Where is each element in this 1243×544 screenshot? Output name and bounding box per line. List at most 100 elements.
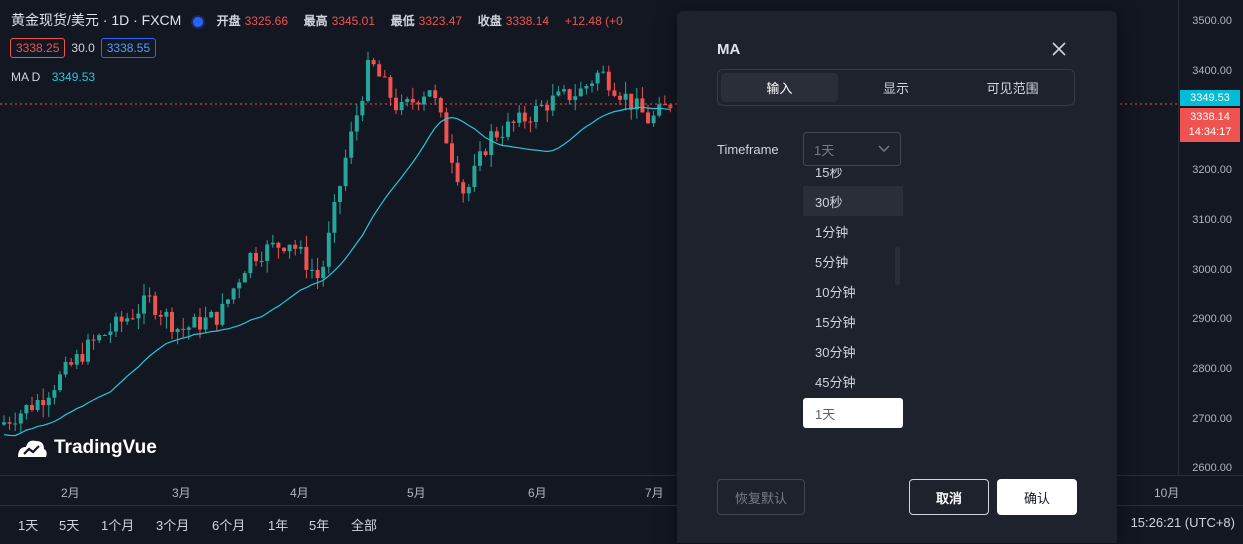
candle-body	[438, 98, 443, 113]
candle-body	[545, 104, 550, 111]
timeframe-option-10m[interactable]: 10分钟	[815, 284, 856, 300]
candle-body	[332, 201, 337, 233]
candle-body	[24, 405, 29, 414]
bid-button[interactable]: 3338.25	[10, 38, 66, 58]
close-icon[interactable]	[1051, 37, 1067, 63]
tab-inputs[interactable]: 输入	[721, 73, 838, 102]
candle-body	[220, 303, 225, 325]
candle-body	[248, 252, 253, 274]
candle-body	[119, 316, 124, 322]
price-tick: 2900.00	[1192, 313, 1232, 326]
range-6m-button[interactable]: 6个月	[212, 518, 246, 533]
candle-body	[511, 121, 516, 123]
timeframe-option-5m[interactable]: 5分钟	[815, 254, 849, 270]
timeframe-option-30m[interactable]: 30分钟	[815, 344, 856, 360]
reset-defaults-button[interactable]: 恢复默认	[717, 479, 805, 515]
timeframe-option-30s[interactable]: 30秒	[803, 186, 903, 216]
candle-body	[91, 339, 96, 341]
candlestick-chart[interactable]	[0, 0, 1178, 475]
candle-body	[399, 102, 404, 111]
ok-button[interactable]: 确认	[997, 479, 1077, 515]
candle-body	[455, 162, 460, 183]
open-value: 3325.66	[244, 14, 288, 28]
countdown-value: 14:34:17	[1188, 126, 1232, 138]
tradingvue-logo-icon	[18, 440, 47, 457]
candle-body	[153, 295, 158, 315]
candle-body	[601, 71, 606, 73]
spread-value: 30.0	[71, 41, 95, 55]
dialog-tabs: 输入 显示 可见范围	[717, 69, 1075, 106]
candle-body	[186, 327, 191, 330]
candle-body	[422, 96, 426, 105]
timeframe-option-45m[interactable]: 45分钟	[815, 374, 856, 390]
candle-body	[265, 244, 270, 262]
candle-body	[304, 246, 309, 270]
range-3m-button[interactable]: 3个月	[156, 518, 190, 533]
candle-body	[7, 422, 12, 424]
candle-body	[231, 288, 236, 300]
dropdown-scrollbar[interactable]	[895, 247, 900, 285]
candle-body	[662, 104, 667, 106]
bid-ask-row: 3338.25 30.0 3338.55	[10, 38, 157, 58]
range-1y-button[interactable]: 1年	[268, 518, 289, 533]
candle-body	[433, 90, 438, 99]
timeframe-select[interactable]: 1天	[803, 132, 901, 166]
tab-style[interactable]: 显示	[883, 81, 910, 96]
candle-body	[321, 266, 326, 279]
candle-body	[310, 269, 314, 271]
candle-body	[203, 317, 208, 330]
timeframe-option-15s[interactable]: 15秒	[815, 168, 843, 180]
timeframe-option-1m[interactable]: 1分钟	[815, 224, 849, 240]
close-label: 收盘	[477, 14, 502, 28]
time-tick: 4月	[290, 486, 309, 500]
ma-legend-name: MA D	[11, 70, 41, 84]
candle-body	[170, 311, 174, 332]
candle-body	[500, 136, 505, 138]
tab-visibility[interactable]: 可见范围	[986, 81, 1039, 96]
candle-body	[623, 93, 628, 100]
chevron-down-icon	[878, 145, 890, 152]
range-all-button[interactable]: 全部	[351, 518, 378, 533]
candle-body	[606, 71, 611, 91]
candle-body	[58, 374, 62, 391]
candle-body	[74, 354, 79, 365]
candle-body	[13, 423, 18, 425]
timeframe-dropdown[interactable]: 15秒 30秒 1分钟 5分钟 10分钟 15分钟 30分钟 45分钟 1天	[803, 168, 903, 428]
candle-body	[69, 362, 74, 365]
range-1d-button[interactable]: 1天	[18, 518, 39, 533]
candle-body	[164, 311, 169, 317]
last-price-value: 3338.14	[1190, 111, 1230, 123]
ma-legend[interactable]: MA D 3349.53	[11, 70, 95, 84]
candle-body	[349, 131, 354, 158]
timeframe-option-1d[interactable]: 1天	[803, 398, 903, 428]
candle-body	[550, 95, 555, 111]
logo-text: TradingVue	[54, 437, 157, 458]
candle-body	[343, 157, 348, 187]
candle-body	[214, 311, 219, 325]
clock-display[interactable]: 15:26:21 (UTC+8)	[1130, 515, 1235, 530]
candle-body	[612, 90, 617, 96]
cancel-button[interactable]: 取消	[909, 479, 989, 515]
candle-body	[52, 390, 57, 398]
candle-body	[640, 98, 645, 113]
candle-body	[315, 269, 320, 279]
candle-body	[595, 72, 600, 84]
range-1m-button[interactable]: 1个月	[101, 518, 135, 533]
time-tick: 2月	[61, 486, 80, 500]
last-price-label: 3338.14 14:34:17	[1180, 108, 1240, 142]
ask-button[interactable]: 3338.55	[100, 38, 157, 58]
range-5y-button[interactable]: 5年	[309, 518, 330, 533]
symbol-name[interactable]: 黄金现货/美元 · 1D · FXCM	[11, 12, 182, 28]
candle-body	[108, 331, 113, 336]
candle-body	[472, 165, 477, 188]
range-5d-button[interactable]: 5天	[59, 518, 80, 533]
candle-body	[494, 131, 499, 138]
candle-body	[534, 105, 538, 122]
high-value: 3345.01	[331, 14, 376, 28]
candle-body	[130, 318, 135, 320]
candle-body	[192, 316, 197, 328]
price-axis[interactable]: 3500.003400.003300.003200.003100.003000.…	[1178, 0, 1243, 475]
candle-body	[158, 314, 163, 317]
candle-body	[366, 59, 370, 101]
timeframe-option-15m[interactable]: 15分钟	[815, 314, 856, 330]
